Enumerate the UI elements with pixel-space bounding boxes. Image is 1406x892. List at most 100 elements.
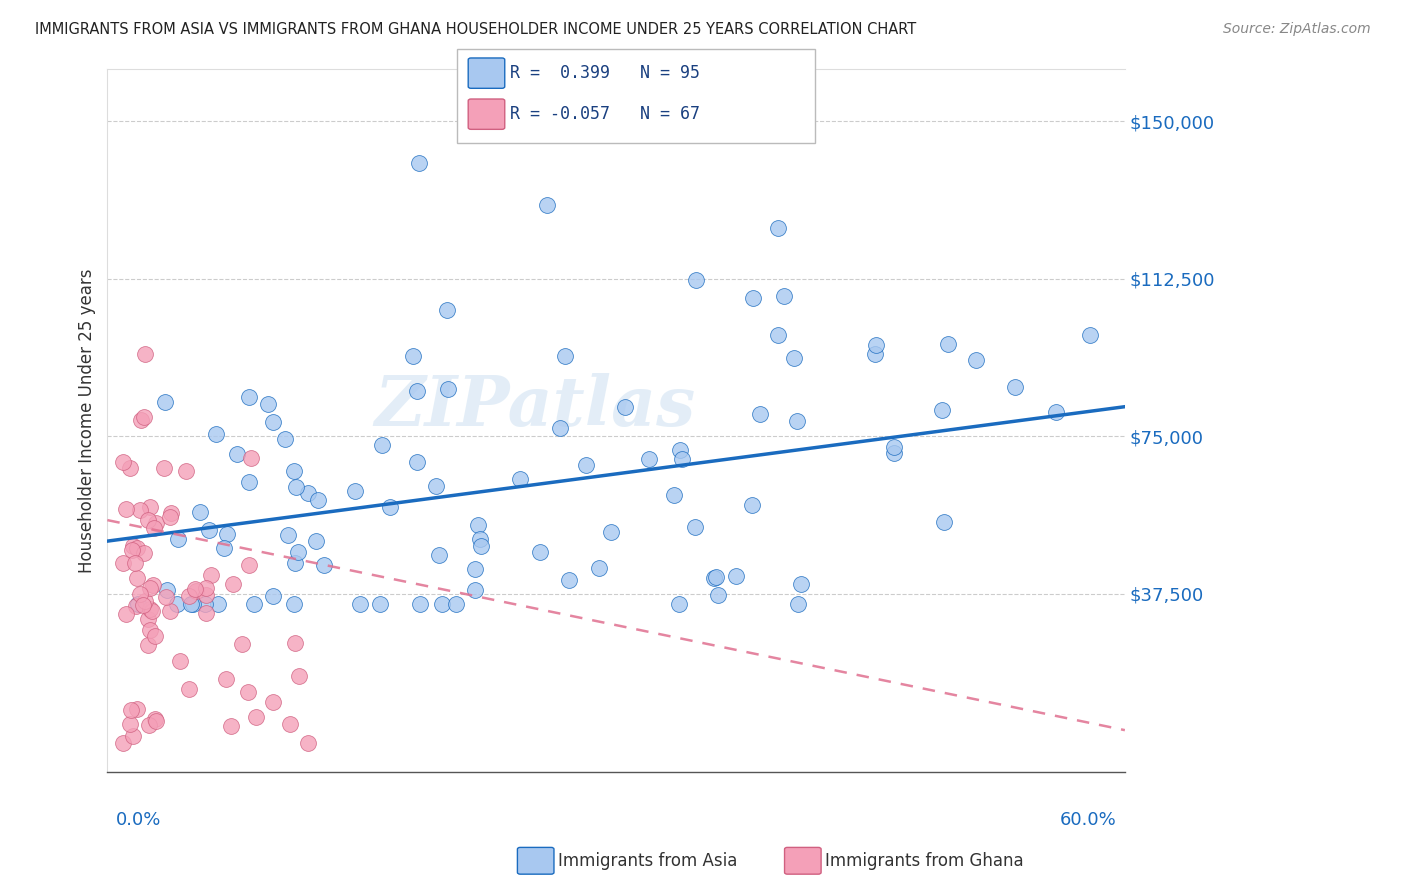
Point (188, 505, 211, 519)
Point (136, 612, 159, 626)
Point (436, 303, 458, 318)
Point (368, 597, 391, 611)
Point (863, 347, 886, 361)
Point (685, 273, 707, 287)
Point (284, 480, 307, 494)
Point (467, 518, 489, 533)
Point (195, 606, 218, 620)
Point (262, 589, 284, 603)
Point (430, 597, 453, 611)
Point (238, 558, 260, 572)
Point (278, 717, 301, 731)
Point (160, 506, 183, 520)
Point (965, 353, 987, 368)
Point (145, 516, 167, 530)
Point (741, 291, 763, 305)
Point (238, 390, 260, 404)
Point (936, 337, 959, 351)
Point (127, 571, 149, 585)
Text: R =  0.399   N = 95: R = 0.399 N = 95 (510, 64, 700, 82)
Point (174, 464, 197, 478)
Point (159, 603, 181, 617)
Point (277, 528, 299, 542)
Text: ZIPatlas: ZIPatlas (374, 373, 696, 440)
Point (180, 597, 202, 611)
Point (464, 562, 486, 576)
Text: 60.0%: 60.0% (1060, 811, 1116, 829)
Point (195, 581, 218, 595)
Point (194, 588, 217, 602)
Point (637, 452, 659, 467)
Point (262, 415, 284, 429)
Point (238, 475, 260, 489)
Point (139, 601, 162, 615)
Point (124, 556, 146, 570)
Point (159, 510, 181, 524)
Point (138, 718, 160, 732)
Point (575, 458, 598, 472)
Point (221, 719, 243, 733)
Point (468, 533, 491, 547)
Point (307, 493, 329, 508)
Point (153, 395, 176, 409)
Point (588, 561, 610, 575)
Point (370, 438, 392, 452)
Point (685, 520, 707, 534)
Point (1078, 328, 1101, 343)
Point (297, 736, 319, 750)
Point (139, 500, 162, 515)
Point (215, 672, 238, 686)
Point (425, 479, 447, 493)
Point (125, 541, 148, 555)
Point (287, 544, 309, 558)
Point (125, 599, 148, 613)
Point (1045, 405, 1067, 419)
Point (707, 588, 730, 602)
Point (243, 597, 266, 611)
Point (184, 584, 207, 599)
Point (284, 636, 307, 650)
Point (143, 521, 166, 535)
Point (183, 582, 205, 597)
Point (236, 685, 259, 699)
Point (288, 669, 311, 683)
Point (378, 500, 401, 514)
Point (231, 637, 253, 651)
Point (194, 597, 217, 611)
Point (181, 597, 204, 611)
Point (741, 498, 763, 512)
Point (143, 630, 166, 644)
Point (470, 539, 492, 553)
Point (145, 714, 167, 728)
Point (614, 401, 637, 415)
Point (790, 577, 813, 591)
Point (668, 597, 690, 611)
Text: Immigrants from Ghana: Immigrants from Ghana (825, 852, 1024, 870)
Point (509, 471, 531, 485)
Point (786, 414, 808, 428)
Point (143, 712, 166, 726)
Text: Source: ZipAtlas.com: Source: ZipAtlas.com (1223, 22, 1371, 37)
Point (134, 594, 156, 608)
Point (344, 483, 367, 498)
Point (671, 452, 693, 467)
Point (464, 583, 486, 598)
Point (169, 654, 191, 668)
Point (536, 198, 558, 212)
Point (550, 421, 572, 435)
Point (444, 597, 467, 611)
Point (129, 503, 152, 517)
Point (177, 681, 200, 696)
Point (222, 577, 245, 591)
Point (704, 570, 727, 584)
Point (436, 382, 458, 396)
Point (427, 548, 450, 562)
Point (787, 597, 810, 611)
Point (122, 729, 145, 743)
Point (529, 545, 551, 559)
Point (284, 556, 307, 570)
Point (115, 607, 138, 621)
Point (599, 524, 621, 539)
Point (662, 487, 685, 501)
Point (207, 597, 229, 611)
